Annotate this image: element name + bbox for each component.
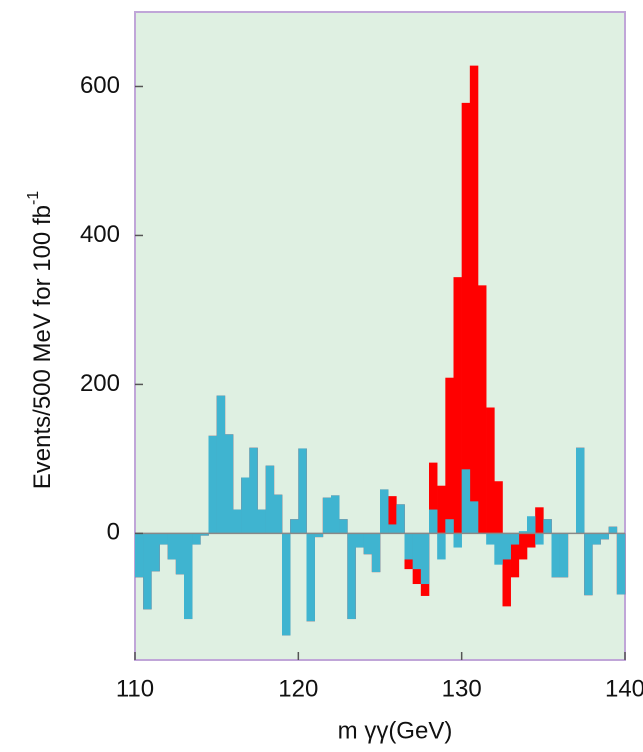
bar <box>543 519 552 534</box>
y-tick-label: 200 <box>80 370 120 397</box>
bar <box>445 377 454 534</box>
bar <box>216 395 226 534</box>
bar <box>429 509 438 534</box>
bar <box>412 533 422 570</box>
bar <box>404 533 413 560</box>
bar <box>494 533 503 565</box>
bar <box>233 509 242 534</box>
bar <box>429 462 438 534</box>
bar <box>143 533 152 610</box>
bar <box>331 495 340 534</box>
y-tick-label: 0 <box>107 519 120 546</box>
bar <box>200 533 209 536</box>
bar <box>559 533 569 578</box>
bar <box>437 533 446 560</box>
x-tick-label: 140 <box>605 675 643 702</box>
bar <box>339 519 348 534</box>
bar <box>388 496 397 534</box>
bar <box>241 477 250 534</box>
bar <box>616 533 626 595</box>
bar <box>322 497 332 534</box>
bar <box>265 465 275 534</box>
bar <box>608 526 618 534</box>
bar <box>510 533 520 545</box>
x-axis-label: m γγ(GeV) <box>338 717 453 744</box>
bar <box>469 65 479 534</box>
bar <box>151 533 160 572</box>
bar <box>518 533 528 560</box>
bar <box>273 494 283 534</box>
bar <box>453 277 462 534</box>
bar <box>510 533 520 578</box>
bar <box>380 489 389 534</box>
bar <box>494 481 503 534</box>
bar <box>184 533 193 620</box>
bar <box>175 533 185 575</box>
bar <box>135 533 144 578</box>
bar <box>396 504 405 534</box>
bar <box>314 533 324 538</box>
bar <box>249 447 258 534</box>
y-label-sup: -1 <box>25 191 42 205</box>
bar <box>290 519 299 534</box>
bar <box>445 519 454 534</box>
bar <box>363 533 373 555</box>
bar <box>592 533 601 545</box>
bar <box>371 533 381 573</box>
bar <box>224 434 234 534</box>
bar <box>486 407 495 534</box>
y-tick-label: 600 <box>80 72 120 99</box>
x-tick-label: 110 <box>116 675 154 702</box>
bar <box>576 447 585 534</box>
bar <box>437 485 446 534</box>
bar <box>527 516 536 534</box>
bar <box>584 533 593 596</box>
bar <box>192 533 201 545</box>
bar <box>347 533 356 620</box>
bar <box>518 531 528 534</box>
bar <box>478 285 487 534</box>
bar <box>469 501 479 534</box>
x-tick-label: 120 <box>278 675 318 702</box>
bar <box>159 533 168 545</box>
bar <box>535 507 544 534</box>
bar <box>527 533 536 548</box>
bar <box>298 448 307 534</box>
y-label-text: Events/500 MeV for 100 fb <box>29 205 56 489</box>
bar <box>355 533 364 548</box>
bar <box>461 469 471 534</box>
bar <box>208 435 217 534</box>
y-tick-label: 400 <box>80 221 120 248</box>
bar <box>461 102 471 534</box>
bar <box>282 533 291 636</box>
bar <box>502 533 511 560</box>
bar <box>306 533 315 622</box>
y-axis-label: Events/500 MeV for 100 fb-1 <box>25 191 56 490</box>
bar <box>420 533 430 585</box>
bar <box>502 533 511 607</box>
bar <box>600 533 609 540</box>
bar <box>486 533 495 545</box>
bar <box>535 533 544 545</box>
bar <box>388 524 397 534</box>
bar <box>167 533 177 560</box>
x-tick-label: 130 <box>442 675 482 702</box>
bar <box>551 533 560 578</box>
bar <box>453 533 462 548</box>
bar <box>257 509 266 534</box>
